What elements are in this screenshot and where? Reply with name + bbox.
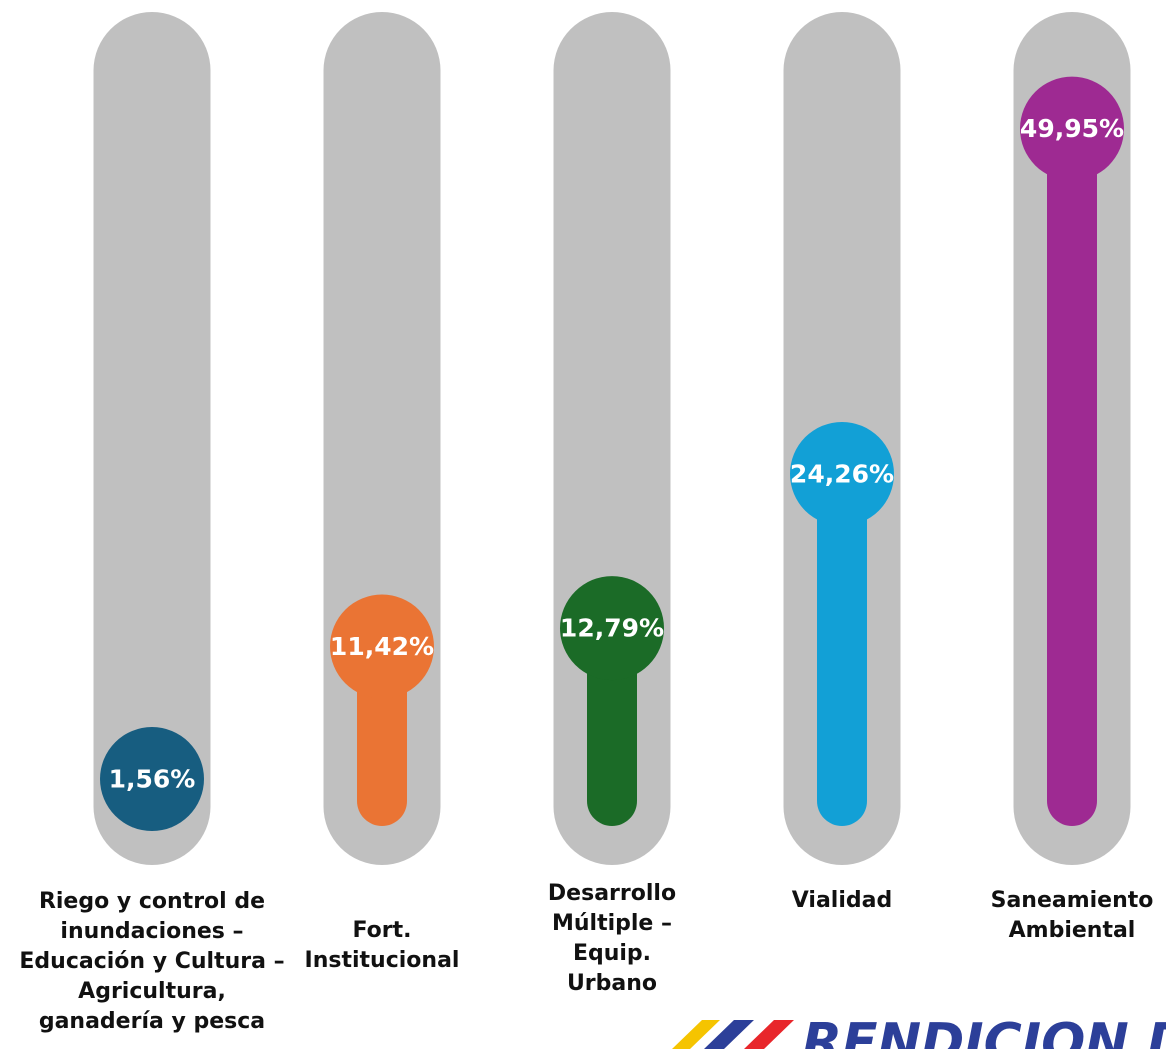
logo-stripe-blue <box>704 1020 754 1049</box>
bar-bubble-2 <box>560 576 664 681</box>
data-label-1: 11,42% <box>330 632 434 661</box>
category-label-1: Fort. Institucional <box>304 918 460 973</box>
category-label-4: Saneamiento Ambiental <box>990 888 1154 943</box>
bar-bubble-1 <box>330 594 434 699</box>
track-0 <box>93 12 211 865</box>
bar-stem-4 <box>1047 128 1097 826</box>
bar-bubble-0 <box>100 727 204 832</box>
data-label-0: 1,56% <box>109 765 196 794</box>
rendicion-logo: RENDICIÓN DE <box>672 1020 1166 1049</box>
thermometer-chart: 1,56% 11,42% 12,79% 24,26% 49,95% <box>93 12 1131 865</box>
logo-stripe-yellow <box>672 1020 720 1049</box>
category-label-3: Vialidad <box>791 888 893 913</box>
data-label-2: 12,79% <box>560 614 664 643</box>
data-label-3: 24,26% <box>790 459 894 488</box>
logo-stripe-red <box>744 1020 794 1049</box>
bar-bubble-4 <box>1020 76 1124 181</box>
logo-text: RENDICIÓN DE <box>802 1020 1166 1049</box>
bar-bubble-3 <box>790 421 894 526</box>
bar-stem-3 <box>817 473 867 826</box>
category-label-2: Desarrollo Múltiple – Equip. Urbano <box>547 881 677 996</box>
data-label-4: 49,95% <box>1020 114 1124 143</box>
category-label-0: Riego y control de inundaciones – Educac… <box>19 889 285 1034</box>
